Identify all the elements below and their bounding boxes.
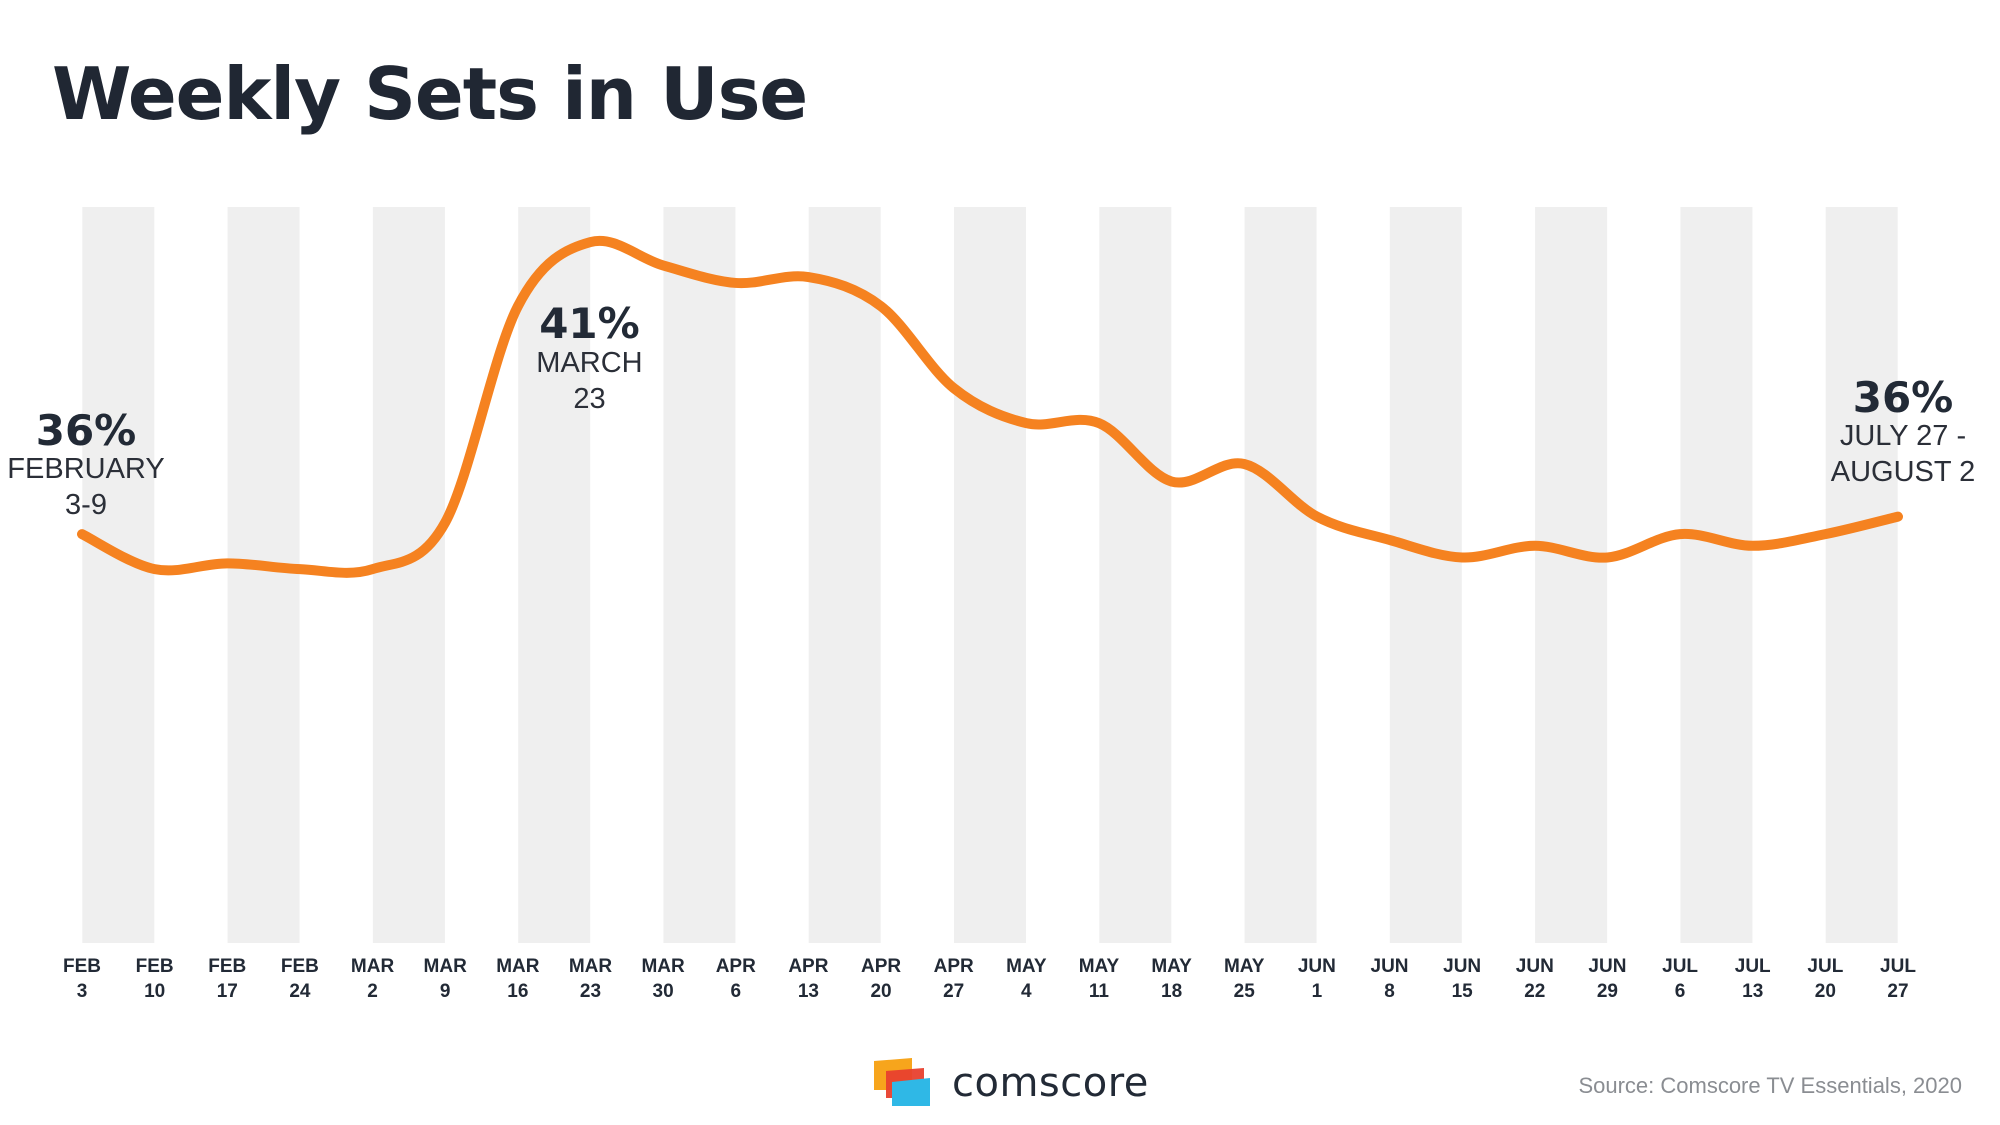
x-tick-label: APR 6 (716, 956, 756, 1002)
x-tick-label: FEB 17 (208, 956, 246, 1002)
source-note: Source: Comscore TV Essentials, 2020 (1578, 1073, 1962, 1098)
x-tick-label: MAY 18 (1151, 956, 1192, 1002)
x-tick-label: APR 13 (788, 956, 828, 1002)
band-2 (227, 207, 300, 943)
band-18 (1389, 207, 1462, 943)
series-layer (77, 235, 1903, 578)
x-tick-label: MAY 4 (1006, 956, 1047, 1002)
annotation-2: 36%JULY 27 - AUGUST 2 (1831, 373, 1976, 488)
annotation-label: JULY 27 - (1840, 420, 1966, 452)
band-8 (663, 207, 736, 943)
annotation-value: 36% (1853, 373, 1954, 422)
line-chart: FEB 3 FEB 10 FEB 17 FEB 24 MAR 2 MAR 9 MAR 16 MAR 23 MAR… (7, 207, 1975, 1002)
band-10 (808, 207, 881, 943)
x-tick-label: MAR 23 (569, 956, 613, 1002)
annotation-label: MARCH (536, 347, 642, 379)
band-22 (1680, 207, 1753, 943)
x-tick-label: JUL 13 (1735, 956, 1771, 1002)
comscore-brand-text: comscore (952, 1060, 1149, 1106)
band-24 (1825, 207, 1898, 943)
annotation-value: 41% (539, 299, 640, 348)
x-tick-label: APR 20 (861, 956, 901, 1002)
band-0 (82, 207, 155, 943)
x-tick-label: JUL 20 (1807, 956, 1843, 1002)
x-tick-label: MAR 9 (424, 956, 468, 1002)
series-line (77, 235, 1903, 578)
x-tick-label: MAR 30 (641, 956, 685, 1002)
annotation-sublabel: 23 (573, 383, 605, 415)
x-tick-label: JUL 6 (1662, 956, 1698, 1002)
annotation-sublabel: 3-9 (65, 489, 107, 521)
x-tick-label: MAY 11 (1079, 956, 1120, 1002)
annotation-sublabel: AUGUST 2 (1831, 456, 1976, 488)
annotation-1: 41%MARCH 23 (536, 299, 642, 415)
x-tick-label: JUN 22 (1516, 956, 1554, 1002)
x-tick-label: FEB 10 (136, 956, 174, 1002)
x-tick-label: FEB 24 (281, 956, 319, 1002)
x-tick-label: JUN 8 (1371, 956, 1409, 1002)
x-tick-label: JUN 1 (1298, 956, 1336, 1002)
band-6 (518, 207, 591, 943)
band-12 (954, 207, 1026, 943)
band-20 (1535, 207, 1608, 943)
x-tick-label: FEB 3 (63, 956, 101, 1002)
band-4 (372, 207, 445, 943)
x-tick-label: MAY 25 (1224, 956, 1265, 1002)
x-tick-label: MAR 2 (351, 956, 395, 1002)
x-axis-ticks: FEB 3 FEB 10 FEB 17 FEB 24 MAR 2 MAR 9 MAR 16 MAR 23 MAR… (63, 956, 1916, 1002)
band-14 (1099, 207, 1172, 943)
x-tick-label: MAR 16 (496, 956, 540, 1002)
chart-title: Weekly Sets in Use (52, 52, 808, 136)
x-tick-label: APR 27 (934, 956, 974, 1002)
annotation-0: 36%FEBRUARY 3-9 (7, 406, 164, 521)
comscore-logo: comscore (872, 1058, 1149, 1108)
x-tick-label: JUN 29 (1588, 956, 1626, 1002)
x-tick-label: JUL 27 (1880, 956, 1916, 1002)
background-bands (82, 207, 1898, 943)
x-tick-label: JUN 15 (1443, 956, 1481, 1002)
band-16 (1244, 207, 1317, 943)
annotation-value: 36% (36, 406, 137, 455)
comscore-logo-icon (874, 1058, 930, 1106)
annotation-label: FEBRUARY (7, 453, 164, 485)
